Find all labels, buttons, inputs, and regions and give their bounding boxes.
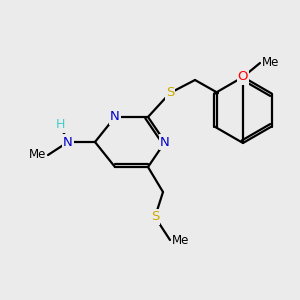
Text: Me: Me bbox=[28, 148, 46, 161]
Text: Me: Me bbox=[262, 56, 279, 70]
Text: N: N bbox=[63, 136, 73, 148]
Text: O: O bbox=[238, 70, 248, 83]
Text: N: N bbox=[160, 136, 170, 148]
Text: Me: Me bbox=[172, 233, 189, 247]
Text: N: N bbox=[110, 110, 120, 124]
Text: S: S bbox=[151, 211, 159, 224]
Text: H: H bbox=[55, 118, 65, 131]
Text: S: S bbox=[166, 86, 174, 100]
